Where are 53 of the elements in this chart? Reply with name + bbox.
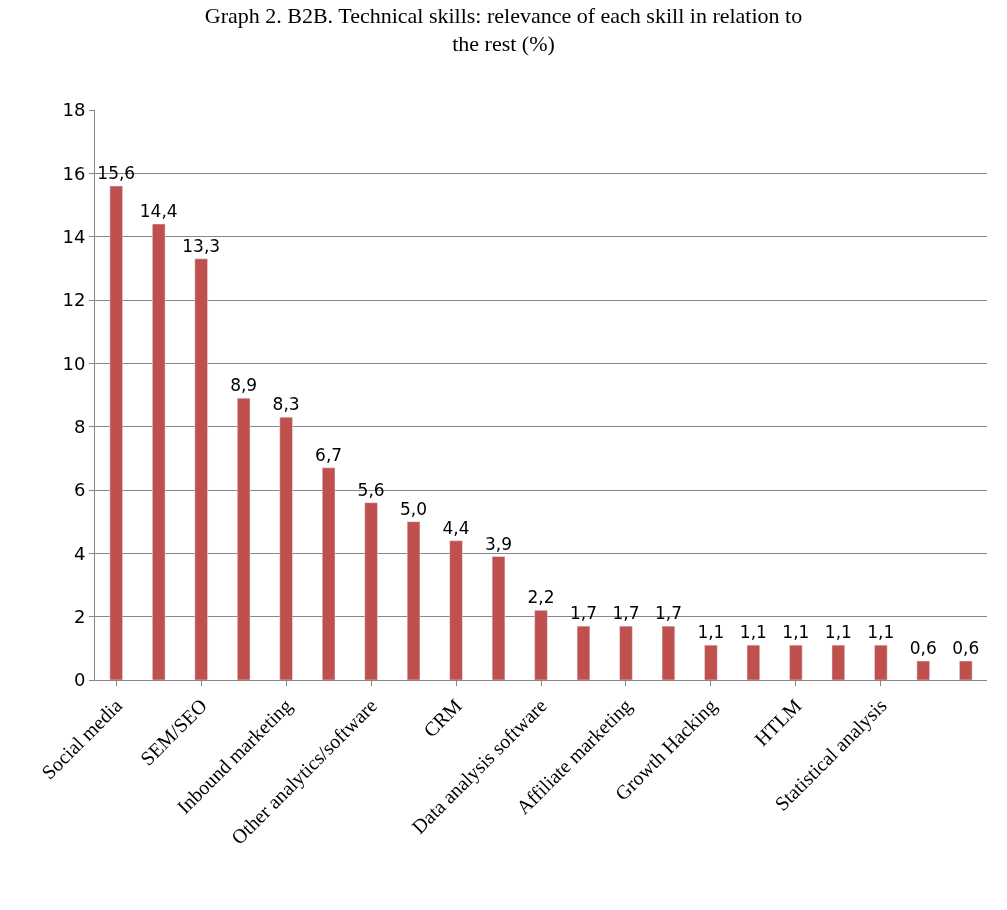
bar	[704, 644, 718, 680]
y-tick-label: 14	[62, 225, 86, 247]
bar	[534, 610, 548, 680]
data-label: 1,1	[782, 622, 810, 643]
bar	[874, 644, 888, 680]
bar	[364, 502, 378, 680]
y-tick-label: 18	[62, 99, 86, 121]
data-label: 1,1	[867, 622, 895, 643]
data-label: 1,7	[569, 603, 597, 624]
data-label: 1,1	[739, 622, 767, 643]
data-label: 0,6	[909, 638, 937, 658]
bar	[831, 644, 845, 680]
data-label: 6,7	[315, 444, 343, 465]
chart-title: Graph 2. B2B. Technical skills: relevance of each skill in relation to the rest (%)	[204, 2, 803, 57]
data-label: 1,7	[612, 603, 640, 624]
data-label: 0,6	[952, 638, 980, 658]
data-label: 14,4	[139, 201, 178, 221]
data-label: 8,9	[230, 375, 258, 396]
bar	[491, 556, 506, 680]
data-label: 1,1	[697, 622, 725, 643]
bar	[916, 660, 930, 680]
data-label: 15,6	[97, 163, 136, 183]
data-label: 5,0	[400, 498, 428, 519]
data-label: 5,6	[357, 479, 385, 500]
data-label: 1,7	[654, 603, 682, 624]
y-tick-label: 10	[62, 352, 86, 374]
y-tick-label: 4	[73, 542, 86, 564]
bar	[194, 258, 208, 680]
bar	[152, 223, 166, 680]
y-tick-label: 2	[73, 605, 86, 627]
bar	[322, 467, 336, 680]
bar	[237, 397, 251, 680]
bar	[661, 625, 676, 680]
y-tick-label: 16	[62, 162, 86, 184]
data-label: 1,1	[824, 622, 852, 643]
bar	[576, 625, 591, 680]
bar	[619, 625, 633, 680]
data-label: 13,3	[182, 235, 221, 256]
bar	[279, 416, 293, 680]
bar	[406, 521, 421, 680]
y-tick-label: 0	[73, 669, 86, 691]
bar	[789, 644, 803, 680]
bar	[746, 644, 760, 680]
data-label: 8,3	[272, 394, 300, 415]
data-label: 3,9	[485, 533, 513, 554]
bar	[109, 185, 123, 680]
data-label: 2,2	[527, 587, 555, 608]
y-tick-label: 12	[62, 289, 86, 311]
y-tick-label: 6	[73, 479, 86, 501]
y-tick-label: 8	[73, 415, 86, 437]
bar	[449, 540, 463, 680]
bar	[959, 660, 973, 680]
data-label: 4,4	[442, 517, 470, 538]
